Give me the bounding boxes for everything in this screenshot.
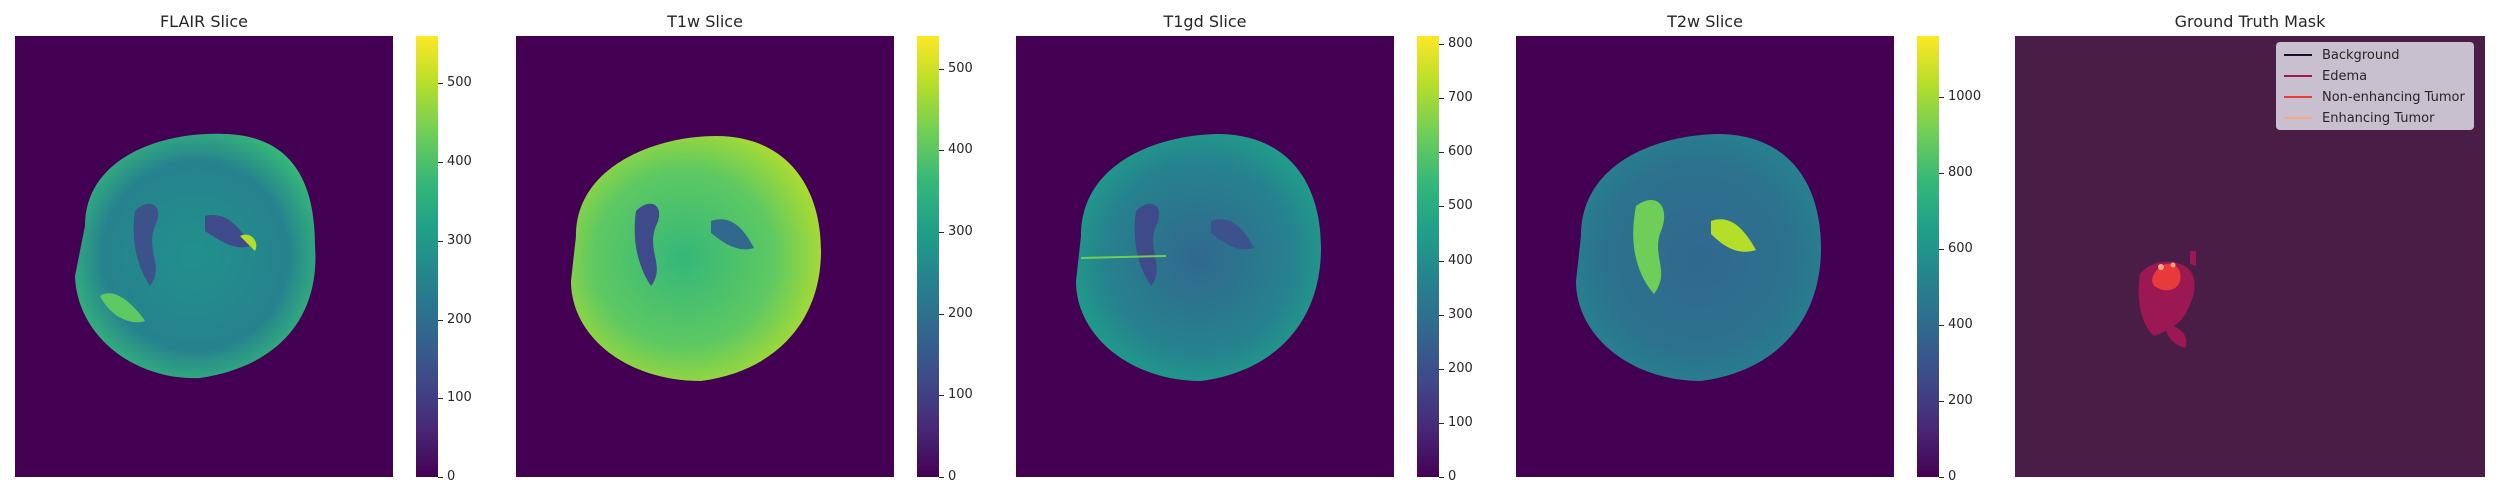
colorbar-tick: [1439, 98, 1444, 99]
flair-colorbar: [416, 36, 438, 477]
colorbar-tick-label: 400: [948, 142, 973, 157]
colorbar-tick: [1439, 477, 1444, 478]
colorbar-tick: [438, 162, 443, 163]
t2w-colorbar: [1917, 36, 1939, 477]
mask-legend: Background Edema Non-enhancing Tumor Enh…: [2276, 42, 2474, 130]
legend-swatch: [2284, 96, 2312, 98]
t1w-brain-scan: [571, 136, 821, 381]
colorbar-tick: [1439, 423, 1444, 424]
colorbar-tick: [438, 241, 443, 242]
colorbar-tick: [939, 477, 944, 478]
colorbar-tick-label: 200: [948, 306, 973, 321]
colorbar-tick-label: 100: [1448, 415, 1473, 430]
colorbar-tick-label: 0: [447, 469, 456, 484]
colorbar-tick: [1439, 206, 1444, 207]
colorbar-tick: [438, 83, 443, 84]
t1gd-colorbar: [1417, 36, 1439, 477]
legend-label: Non-enhancing Tumor: [2322, 89, 2465, 105]
colorbar-tick: [1439, 315, 1444, 316]
colorbar-tick: [1939, 477, 1944, 478]
panel-title-t2w: T2w Slice: [1667, 12, 1743, 31]
panel-title-flair: FLAIR Slice: [159, 12, 249, 31]
colorbar-tick-label: 800: [1448, 36, 1473, 51]
mask-segmentation: [2138, 251, 2196, 348]
colorbar-tick: [438, 477, 443, 478]
colorbar-tick-label: 0: [1948, 469, 1957, 484]
colorbar-tick-label: 300: [1448, 307, 1473, 322]
colorbar-tick-label: 200: [1948, 393, 1973, 408]
colorbar-tick-label: 500: [447, 75, 472, 90]
colorbar-tick: [939, 395, 944, 396]
colorbar-tick-label: 600: [1948, 241, 1973, 256]
colorbar-tick: [1939, 173, 1944, 174]
legend-label: Enhancing Tumor: [2322, 110, 2435, 126]
colorbar-tick: [1439, 152, 1444, 153]
colorbar-tick-label: 500: [1448, 198, 1473, 213]
colorbar-tick: [939, 69, 944, 70]
flair-image: [15, 36, 393, 477]
t2w-image: [1516, 36, 1894, 477]
legend-item-enhancing-tumor: Enhancing Tumor: [2284, 109, 2434, 127]
colorbar-tick: [1939, 249, 1944, 250]
colorbar-tick: [1939, 97, 1944, 98]
colorbar-tick-label: 0: [1448, 469, 1457, 484]
t2w-brain-scan: [1576, 134, 1821, 381]
colorbar-tick-label: 600: [1448, 144, 1473, 159]
panel-title-t1w: T1w Slice: [667, 12, 743, 31]
colorbar-tick: [1439, 44, 1444, 45]
legend-swatch: [2284, 75, 2312, 77]
colorbar-tick-label: 200: [1448, 361, 1473, 376]
colorbar-tick-label: 400: [1948, 317, 1973, 332]
colorbar-tick-label: 300: [447, 233, 472, 248]
t1w-colorbar: [917, 36, 939, 477]
colorbar-tick-label: 300: [948, 224, 973, 239]
colorbar-tick: [1939, 401, 1944, 402]
colorbar-tick: [1939, 325, 1944, 326]
legend-item-background: Background: [2284, 46, 2400, 64]
colorbar-tick: [939, 314, 944, 315]
colorbar-tick: [1439, 369, 1444, 370]
legend-swatch: [2284, 54, 2312, 56]
colorbar-tick: [438, 398, 443, 399]
colorbar-tick-label: 700: [1448, 90, 1473, 105]
colorbar-tick-label: 100: [948, 387, 973, 402]
panel-title-mask: Ground Truth Mask: [2174, 12, 2326, 31]
colorbar-tick-label: 500: [948, 61, 973, 76]
colorbar-tick: [939, 150, 944, 151]
colorbar-tick: [939, 232, 944, 233]
panel-title-t1gd: T1gd Slice: [1163, 12, 1247, 31]
colorbar-tick-label: 400: [1448, 253, 1473, 268]
flair-brain-scan: [75, 133, 316, 379]
t1gd-image: [1016, 36, 1394, 477]
colorbar-tick: [438, 320, 443, 321]
legend-item-edema: Edema: [2284, 67, 2367, 85]
colorbar-tick-label: 1000: [1948, 89, 1982, 104]
colorbar-tick-label: 400: [447, 154, 472, 169]
legend-label: Edema: [2322, 68, 2368, 84]
legend-item-non-enhancing-tumor: Non-enhancing Tumor: [2284, 88, 2465, 106]
legend-swatch: [2284, 117, 2312, 119]
colorbar-tick-label: 100: [447, 390, 472, 405]
colorbar-tick-label: 800: [1948, 165, 1973, 180]
colorbar-tick-label: 200: [447, 312, 472, 327]
legend-label: Background: [2322, 47, 2400, 63]
t1gd-brain-scan: [1076, 134, 1321, 381]
t1w-image: [516, 36, 894, 477]
colorbar-tick: [1439, 261, 1444, 262]
colorbar-tick-label: 0: [948, 469, 957, 484]
